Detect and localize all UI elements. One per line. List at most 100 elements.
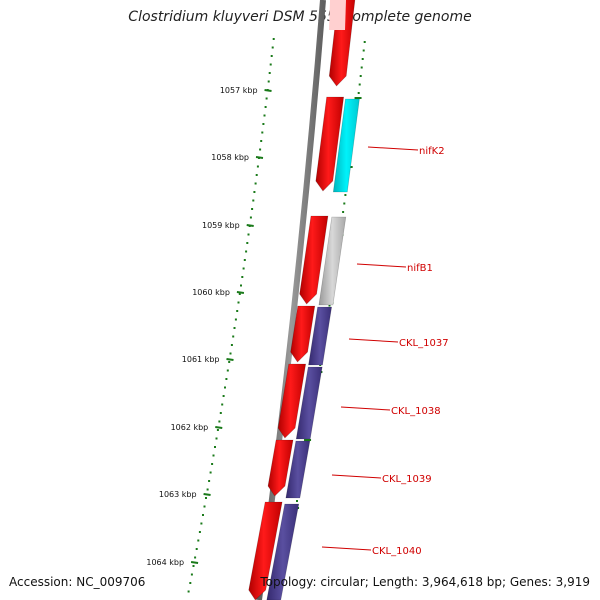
scale-dot xyxy=(249,216,252,219)
scale-dot xyxy=(269,63,272,66)
scale-dot xyxy=(197,539,200,542)
scale-tick-label: 1059 kbp xyxy=(202,221,240,230)
scale-tick-label: 1060 kbp xyxy=(192,288,230,297)
genes-layer xyxy=(248,0,360,600)
scale-dot xyxy=(243,259,246,261)
forward-gene-arrow xyxy=(315,96,345,192)
scale-dot xyxy=(234,318,237,321)
scale-dot xyxy=(228,361,231,363)
scale-dot xyxy=(230,344,233,346)
forward-gene-arrow xyxy=(248,501,283,600)
scale-dot xyxy=(190,573,193,576)
scale-tick xyxy=(226,358,234,361)
gene-label: nifK2 xyxy=(419,146,445,157)
gene-label-leader xyxy=(356,263,407,268)
scale-dot xyxy=(246,242,249,244)
scale-dot xyxy=(247,233,250,236)
scale-dot xyxy=(192,565,195,567)
scale-dot xyxy=(215,437,218,440)
grid-dot xyxy=(358,83,361,86)
topology-text: Topology: circular; Length: 3,964,618 bp… xyxy=(260,575,590,589)
scale-dot xyxy=(261,131,264,134)
scale-dot xyxy=(267,80,270,83)
scale-tick-label: 1063 kbp xyxy=(159,490,197,499)
scale-dot xyxy=(245,250,248,253)
scale-dot xyxy=(256,165,259,168)
scale-dot xyxy=(209,471,212,474)
grid-dot xyxy=(359,75,362,77)
scale-dot xyxy=(262,123,265,125)
scale-dot xyxy=(208,480,211,482)
scale-dot xyxy=(187,590,190,593)
map-title: Clostridium kluyveri DSM 555, complete g… xyxy=(128,9,472,25)
scale-dot xyxy=(272,38,275,40)
scale-tick xyxy=(203,493,211,496)
scale-dot xyxy=(219,412,222,414)
gene-label: CKL_1040 xyxy=(372,546,422,557)
scale-dot xyxy=(232,335,235,338)
scale-tick-label: 1058 kbp xyxy=(211,153,249,162)
scale-dot xyxy=(224,386,226,389)
scale-dot xyxy=(263,114,266,117)
gene-label-leader xyxy=(340,406,391,411)
forward-gene-arrow xyxy=(277,363,307,439)
scale-dot xyxy=(265,97,268,100)
grid-dot xyxy=(363,41,366,43)
hypothetical-gene-block xyxy=(318,216,347,306)
scale-dot xyxy=(203,505,206,508)
grid-dot xyxy=(361,58,364,60)
scale-tick xyxy=(190,561,199,564)
grid-dot xyxy=(343,202,346,205)
grid-dot xyxy=(296,500,298,502)
gene-label: CKL_1039 xyxy=(382,474,432,485)
gene-label: nifB1 xyxy=(407,263,433,274)
scale-dot xyxy=(260,140,263,142)
scale-dot xyxy=(253,191,256,193)
scale-dot xyxy=(205,497,207,499)
scale-dot xyxy=(259,148,262,151)
scale-dot xyxy=(189,582,192,584)
scale-dot xyxy=(240,284,242,287)
gene-label: CKL_1038 xyxy=(391,406,441,417)
scale-dot xyxy=(264,106,267,108)
scale-dot xyxy=(221,403,224,406)
scale-dot xyxy=(198,531,201,533)
scale-dot xyxy=(266,89,269,91)
gene-label: CKL_1037 xyxy=(399,338,449,349)
scale-dot xyxy=(222,395,225,397)
gene-label-leader xyxy=(348,338,399,343)
scale-dot xyxy=(216,429,219,431)
scale-dot xyxy=(236,310,239,312)
scale-dot xyxy=(252,199,255,202)
faded-gene-segment xyxy=(329,0,346,30)
scale-dot xyxy=(218,420,221,423)
scale-tick xyxy=(215,426,223,429)
grid-dot xyxy=(357,92,360,94)
scale-dot xyxy=(237,301,240,304)
scale-dot xyxy=(206,488,209,491)
scale-dot xyxy=(271,46,274,49)
scale-dot xyxy=(225,378,228,380)
forward-gene-arrow xyxy=(299,215,329,305)
scale-dot xyxy=(251,208,254,210)
accession-text: Accession: NC_009706 xyxy=(9,575,146,589)
scale-dot xyxy=(214,446,216,448)
annotated-gene-block xyxy=(332,98,360,193)
grid-dot xyxy=(342,211,345,213)
gene-block xyxy=(295,366,323,440)
scale-dot xyxy=(242,267,245,270)
scale-dot xyxy=(255,174,258,176)
forward-gene-arrow xyxy=(290,305,316,363)
scale-dot xyxy=(212,454,215,457)
grid-dot xyxy=(328,304,331,307)
gene-label-leader xyxy=(331,474,382,479)
scale-dot xyxy=(248,225,251,227)
scale-dot xyxy=(202,514,204,516)
scale-tick-label: 1062 kbp xyxy=(171,423,209,432)
scale-dot xyxy=(226,369,229,372)
scale-dot xyxy=(200,522,203,525)
scale-dot xyxy=(268,72,271,74)
scale-tick xyxy=(236,291,245,294)
scale-dot xyxy=(211,463,214,465)
grid-dot xyxy=(362,49,365,52)
